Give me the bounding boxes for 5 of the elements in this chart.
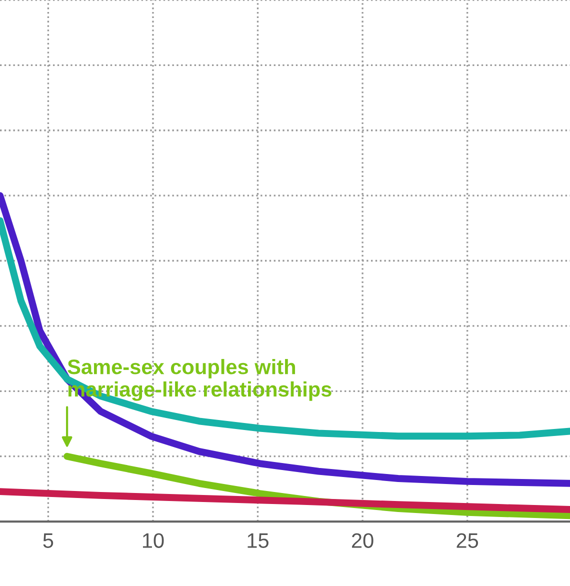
x-tick-label: 20 — [352, 533, 374, 548]
x-tick-label: 10 — [142, 533, 164, 548]
x-tick-label: 5 — [43, 533, 54, 548]
x-tick-label: 25 — [456, 533, 478, 548]
x-tick-label: 15 — [248, 533, 268, 548]
